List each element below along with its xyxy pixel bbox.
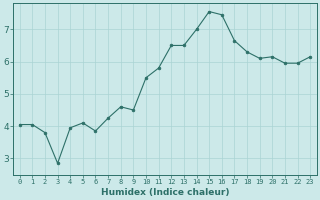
- X-axis label: Humidex (Indice chaleur): Humidex (Indice chaleur): [101, 188, 229, 197]
